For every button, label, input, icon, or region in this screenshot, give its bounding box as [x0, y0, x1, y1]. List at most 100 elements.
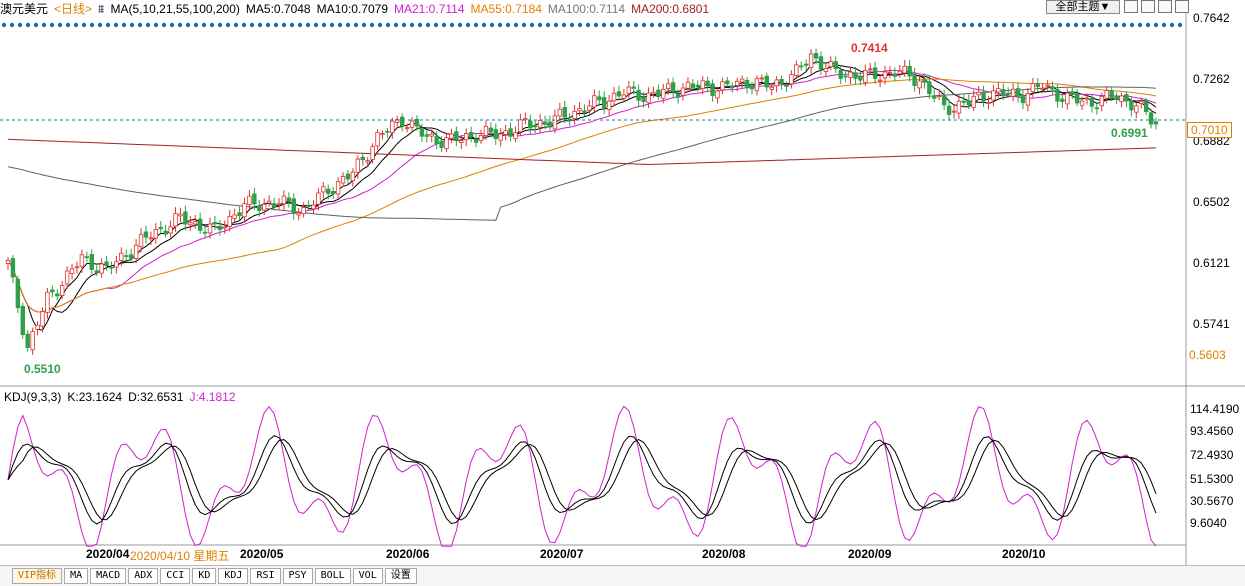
candle-body — [212, 221, 218, 225]
event-marker — [9, 22, 15, 28]
tab-kd[interactable]: KD — [192, 568, 217, 584]
candle-body — [1089, 98, 1095, 107]
month-label: 2020/08 — [702, 547, 746, 561]
tab-rsi[interactable]: RSI — [250, 568, 281, 584]
event-marker — [825, 22, 831, 28]
current-price-tag: 0.7010 — [1187, 122, 1232, 138]
tab-vol[interactable]: VOL — [352, 568, 383, 584]
split-icon[interactable] — [1141, 0, 1155, 13]
columns-icon[interactable] — [1158, 0, 1172, 13]
event-marker — [873, 22, 879, 28]
kdj-d: D:32.6531 — [128, 390, 184, 404]
candle-body — [779, 79, 784, 84]
event-marker — [657, 22, 663, 28]
candle-body — [887, 71, 893, 74]
event-marker — [337, 22, 343, 28]
candle-body — [680, 87, 686, 96]
event-marker — [801, 22, 807, 28]
event-marker — [1057, 22, 1063, 28]
candle-body — [10, 258, 16, 278]
candle-body — [996, 88, 1001, 93]
event-marker — [393, 22, 399, 28]
month-label: 2020/06 — [386, 547, 430, 561]
candle-body — [710, 83, 715, 96]
kdj-j: J:4.1812 — [189, 390, 236, 404]
candle-body — [119, 252, 124, 261]
candle-body — [956, 100, 962, 114]
candle-body — [537, 120, 543, 128]
event-marker — [1065, 22, 1071, 28]
candle-body — [498, 133, 503, 141]
event-marker — [121, 22, 127, 28]
ma100-line — [7, 86, 1157, 221]
event-marker — [561, 22, 567, 28]
layout-icon[interactable] — [1124, 0, 1138, 13]
event-marker — [785, 22, 791, 28]
candle-body — [803, 63, 809, 66]
event-marker — [737, 22, 743, 28]
candle-body — [641, 97, 646, 102]
candle-body — [587, 105, 592, 111]
candle-body — [1005, 92, 1011, 95]
candle-body — [360, 156, 365, 160]
candle-body — [281, 195, 287, 205]
tab-boll[interactable]: BOLL — [314, 568, 351, 584]
last-annotation: 0.6991 — [1111, 126, 1148, 140]
event-marker — [1113, 22, 1119, 28]
tab-kdj[interactable]: KDJ — [218, 568, 249, 584]
candle-body — [749, 84, 755, 90]
tab-cci[interactable]: CCI — [160, 568, 191, 584]
event-marker — [761, 22, 767, 28]
candle-body — [705, 80, 710, 87]
event-marker — [1177, 22, 1183, 28]
event-marker — [233, 22, 239, 28]
candle-body — [1065, 92, 1070, 105]
candle-body — [946, 105, 952, 115]
kdj-legend: KDJ(9,3,3) K:23.1624 D:32.6531 J:4.1812 — [4, 390, 242, 404]
maximize-icon[interactable] — [1175, 0, 1189, 13]
event-marker — [1009, 22, 1015, 28]
ma200-line — [7, 138, 1157, 166]
event-marker — [953, 22, 959, 28]
theme-dropdown[interactable]: 全部主题▼ — [1046, 0, 1120, 14]
candle-body — [902, 65, 907, 74]
kdj-k: K:23.1624 — [67, 390, 123, 404]
candle-body — [922, 79, 927, 83]
candle-body — [730, 85, 735, 89]
candle-body — [823, 68, 829, 72]
candle-body — [685, 81, 691, 89]
candle-body — [868, 68, 873, 71]
period-selector[interactable]: <日线> — [54, 2, 93, 16]
event-marker — [689, 22, 695, 28]
tab-psy[interactable]: PSY — [282, 568, 313, 584]
event-marker — [489, 22, 495, 28]
event-marker — [945, 22, 951, 28]
tab-adx[interactable]: ADX — [128, 568, 159, 584]
candle-body — [784, 85, 789, 87]
candle-body — [50, 289, 55, 293]
candle-body — [193, 221, 198, 225]
tab-settings[interactable]: 设置 — [384, 568, 417, 584]
candle-body — [143, 231, 149, 238]
candle-body — [291, 198, 296, 214]
candle-body — [1025, 93, 1031, 106]
event-marker — [529, 22, 535, 28]
candle-body — [321, 186, 326, 193]
tab-vip[interactable]: VIP指标 — [12, 568, 63, 584]
ma21-line — [7, 69, 1157, 313]
tab-ma[interactable]: MA — [64, 568, 89, 584]
kdj-k-line — [7, 435, 1157, 525]
candle-body — [833, 61, 838, 70]
candle-body — [183, 211, 188, 225]
event-marker — [137, 22, 143, 28]
candle-body — [94, 270, 99, 273]
candle-body — [409, 120, 415, 128]
event-marker — [313, 22, 319, 28]
event-marker — [369, 22, 375, 28]
event-marker — [721, 22, 727, 28]
tab-macd[interactable]: MACD — [90, 568, 127, 584]
candle-body — [365, 160, 370, 163]
candle-body — [764, 75, 769, 88]
event-marker — [649, 22, 655, 28]
candle-body — [404, 127, 410, 130]
